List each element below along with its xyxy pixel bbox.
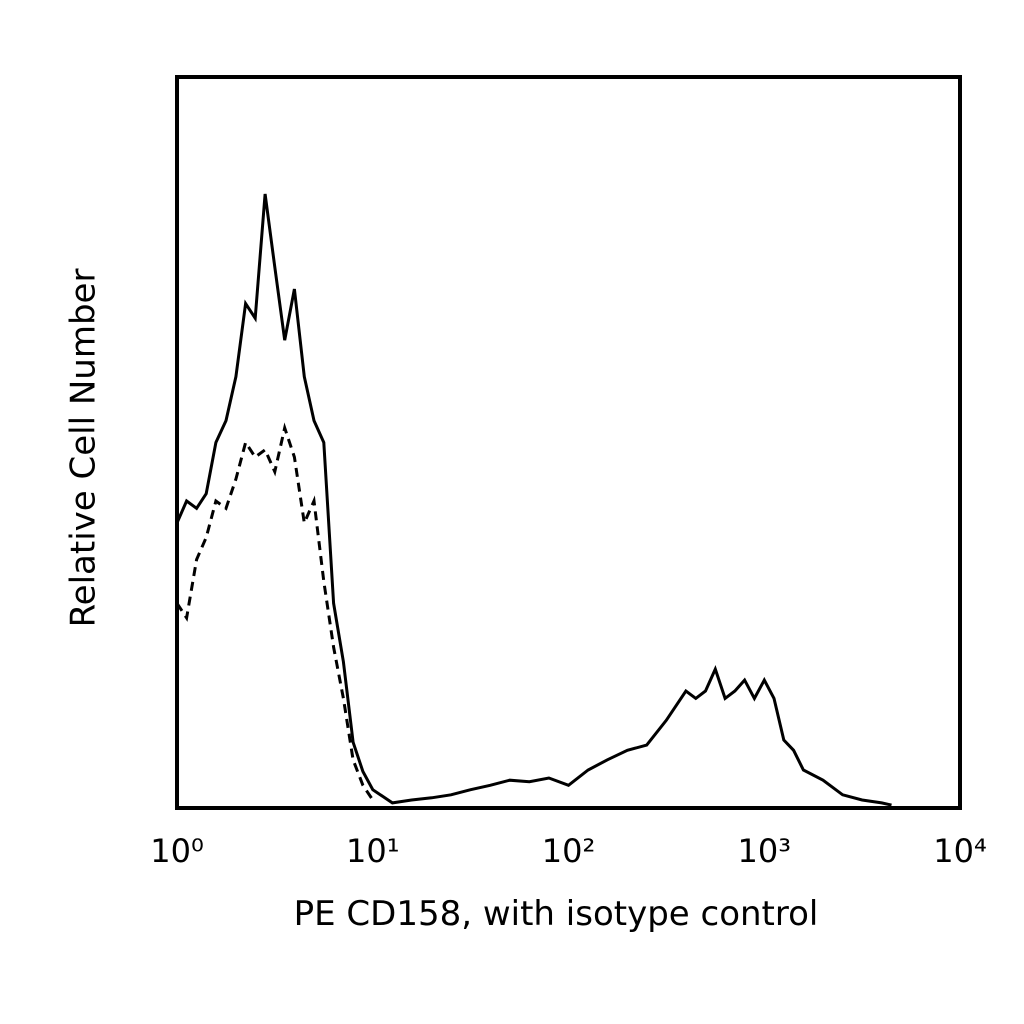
x-tick-label: 10³ (737, 832, 791, 870)
y-axis-label: Relative Cell Number (64, 269, 104, 628)
x-tick-label: 10¹ (346, 832, 400, 870)
x-tick-label: 10² (542, 832, 596, 870)
x-tick-label: 10⁰ (150, 832, 204, 870)
histogram-line (175, 193, 892, 807)
plot-frame (175, 75, 962, 810)
x-axis-label: PE CD158, with isotype control (294, 894, 819, 934)
x-tick-label: 10⁴ (933, 832, 987, 870)
histogram-line (175, 422, 375, 801)
